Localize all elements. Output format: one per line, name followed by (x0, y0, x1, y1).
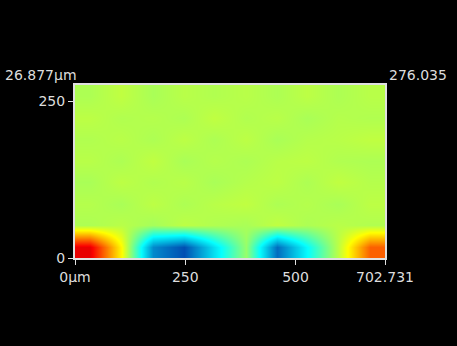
svg-text:276.035: 276.035 (389, 67, 447, 83)
svg-text:500: 500 (282, 269, 309, 285)
svg-text:702.731: 702.731 (356, 269, 414, 285)
svg-text:250: 250 (38, 93, 65, 109)
svg-text:0µm: 0µm (59, 269, 90, 285)
svg-text:250: 250 (172, 269, 199, 285)
svg-text:26.877µm: 26.877µm (5, 67, 77, 83)
svg-text:0: 0 (56, 250, 65, 266)
